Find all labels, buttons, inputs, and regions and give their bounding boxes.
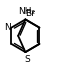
Text: NH₂: NH₂ (18, 7, 35, 16)
Text: N: N (5, 23, 11, 32)
Text: Br: Br (25, 9, 35, 18)
Text: S: S (24, 55, 30, 64)
